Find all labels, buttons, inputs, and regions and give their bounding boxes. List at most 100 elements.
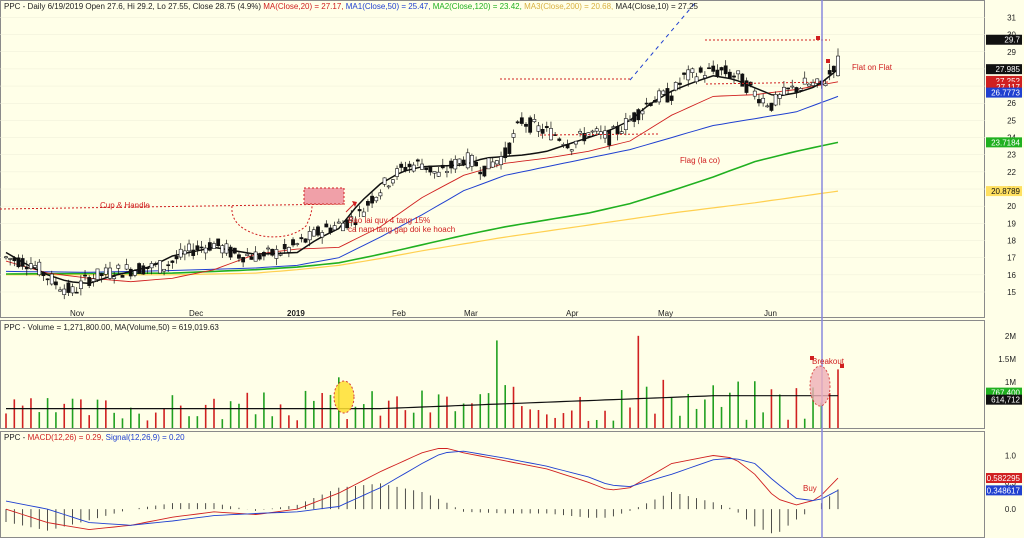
y-tick-label: 31 bbox=[1007, 13, 1016, 22]
candle-body bbox=[632, 112, 637, 122]
value-tag-bg bbox=[986, 137, 1022, 148]
candle-body bbox=[449, 160, 454, 169]
candle-body bbox=[461, 159, 466, 165]
y-tick-label: 0.0 bbox=[1005, 505, 1017, 514]
cup-handle-label: Cup & Handle bbox=[100, 201, 150, 210]
candle-body bbox=[532, 119, 537, 123]
candle-body bbox=[569, 149, 574, 152]
candle-body bbox=[245, 253, 250, 256]
candle-body bbox=[615, 125, 620, 135]
volume-breakout-highlight bbox=[809, 365, 831, 407]
y-tick-label: 19 bbox=[1007, 219, 1016, 228]
volume-bar bbox=[712, 385, 714, 428]
value-tag-bg bbox=[986, 485, 1022, 496]
candle-body bbox=[798, 88, 803, 91]
value-tag: 29.7 bbox=[1004, 36, 1020, 45]
volume-bar bbox=[629, 407, 631, 428]
candle-body bbox=[137, 263, 142, 274]
candle-body bbox=[565, 144, 570, 149]
candle-body bbox=[486, 157, 491, 170]
value-tag: 26.7773 bbox=[991, 89, 1020, 98]
candle-body bbox=[237, 254, 241, 259]
candle-body bbox=[153, 263, 158, 265]
candle-body bbox=[83, 274, 87, 277]
candle-body bbox=[490, 161, 495, 168]
candle-body bbox=[395, 168, 399, 177]
volume-bar bbox=[670, 397, 673, 428]
value-tag-bg bbox=[986, 34, 1022, 45]
candle-body bbox=[220, 245, 225, 254]
candle-body bbox=[328, 227, 333, 233]
ma50-line bbox=[5, 95, 839, 273]
volume-bar bbox=[30, 398, 32, 428]
x-tick-label: Mar bbox=[464, 309, 478, 318]
candle-body bbox=[544, 126, 549, 129]
annotation-arrow bbox=[345, 203, 355, 213]
candlestick-series bbox=[4, 48, 840, 300]
value-tag-bg bbox=[986, 186, 1022, 197]
volume-bar bbox=[13, 399, 16, 428]
candle-body bbox=[474, 161, 478, 167]
candle-body bbox=[478, 171, 483, 175]
volume-bar bbox=[5, 413, 7, 428]
candle-body bbox=[723, 65, 728, 75]
volume-bar bbox=[412, 412, 415, 428]
volume-bar bbox=[562, 413, 565, 428]
candle-body bbox=[499, 156, 503, 166]
y-tick-label: 22 bbox=[1007, 168, 1016, 177]
volume-bar bbox=[362, 404, 365, 428]
volume-bar bbox=[612, 420, 615, 428]
volume-bar bbox=[454, 411, 457, 428]
candle-body bbox=[782, 86, 786, 96]
volume-bar bbox=[254, 414, 257, 428]
candle-body bbox=[374, 196, 379, 202]
flag-label: Flag (la co) bbox=[680, 156, 720, 165]
breakout-marker-left bbox=[810, 356, 814, 360]
volume-bar bbox=[396, 396, 398, 428]
volume-bar bbox=[171, 395, 174, 428]
candle-body bbox=[420, 163, 424, 170]
volume-bar bbox=[304, 390, 307, 428]
candle-body bbox=[528, 117, 533, 133]
ma200-line bbox=[6, 190, 839, 276]
flat-bottom-line bbox=[705, 81, 831, 85]
flat-marker-left bbox=[816, 36, 820, 40]
candle-body bbox=[494, 160, 499, 165]
volume-bar bbox=[737, 381, 739, 428]
volume-bar bbox=[803, 418, 806, 428]
candle-body bbox=[403, 166, 408, 171]
value-tag-bg bbox=[986, 87, 1022, 98]
candle-body bbox=[282, 244, 287, 250]
value-tag-bg bbox=[986, 473, 1022, 484]
volume-bar bbox=[837, 369, 839, 428]
candle-body bbox=[216, 238, 221, 247]
candle-body bbox=[744, 80, 749, 93]
x-axis: Nov Dec 2019 Feb Mar Apr May Jun bbox=[70, 309, 777, 318]
value-tag: 27.985 bbox=[996, 65, 1021, 74]
volume-bar bbox=[570, 410, 573, 428]
y-axes: 31302928272625242322212019181716152M1.5M… bbox=[986, 13, 1022, 514]
candle-body bbox=[303, 238, 308, 243]
macd-series bbox=[5, 448, 839, 534]
candle-body bbox=[299, 237, 304, 240]
moving-average-lines bbox=[5, 68, 839, 285]
candle-body bbox=[24, 266, 29, 270]
value-tag: 0.348617 bbox=[987, 486, 1021, 495]
candle-body bbox=[108, 267, 112, 279]
volume-bar bbox=[80, 399, 82, 428]
volume-bar bbox=[720, 406, 723, 428]
candle-body bbox=[811, 82, 815, 86]
volume-bar bbox=[704, 399, 706, 428]
x-tick-label: Dec bbox=[189, 309, 203, 318]
value-tag-bg bbox=[986, 394, 1022, 405]
volume-bar bbox=[687, 393, 690, 428]
title-segment: MA4(Close,10) = 27.25 bbox=[615, 2, 698, 11]
volume-ma-line bbox=[6, 395, 838, 410]
candle-body bbox=[715, 69, 720, 77]
volume-bar bbox=[246, 392, 249, 428]
breakout-marker-right bbox=[840, 364, 844, 368]
candle-body bbox=[470, 155, 474, 167]
y-tick-label: 2M bbox=[1005, 332, 1016, 341]
volume-bar bbox=[263, 392, 265, 428]
